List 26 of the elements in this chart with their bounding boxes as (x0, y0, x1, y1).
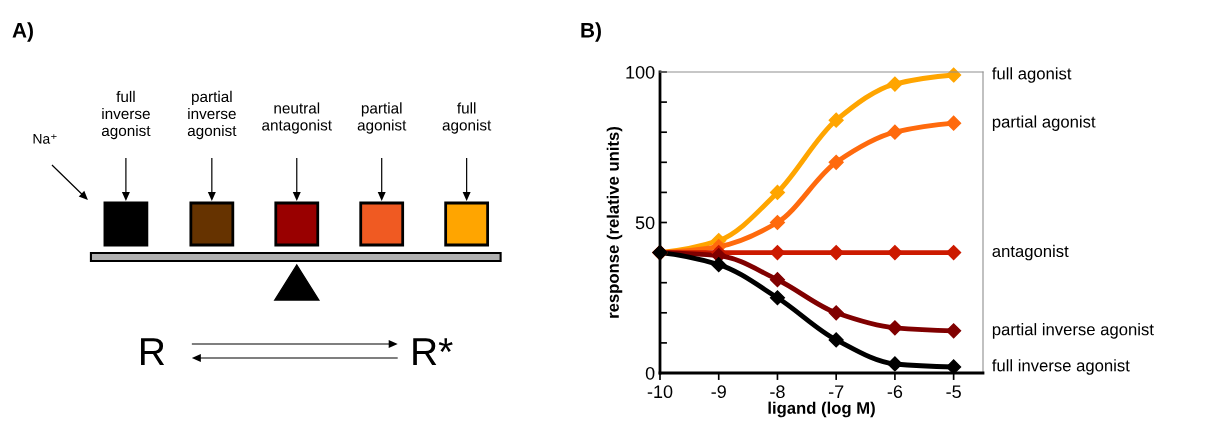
series-label: antagonist (992, 244, 1069, 261)
text: full agonist (442, 102, 492, 134)
x-tick-label: -5 (946, 385, 961, 399)
x-axis-title: ligand (log M) (768, 401, 875, 418)
x-tick-label: -10 (647, 385, 673, 399)
text: partial inverse agonist (187, 90, 237, 140)
x-tick-label: -9 (711, 385, 726, 399)
text: full inverse agonist (101, 90, 151, 140)
text: A) (12, 22, 33, 42)
y-tick-label: 100 (626, 65, 655, 79)
series-label: partial agonist (992, 115, 1096, 131)
series-label: full agonist (992, 67, 1072, 83)
text: Na⁺ (33, 134, 57, 144)
y-tick-label: 0 (645, 366, 655, 380)
legend-label: full inverse agonist (992, 359, 1130, 375)
text: R* (413, 338, 453, 366)
x-tick-label: -6 (887, 385, 903, 399)
x-tick-label: -7 (828, 385, 844, 398)
chart-title: B) (581, 22, 601, 42)
text: neutral antagonist (262, 102, 332, 134)
y-tick-label: 50 (635, 216, 655, 230)
text: R (141, 338, 165, 366)
x-tick-label: -8 (770, 385, 785, 399)
series-label: partial inverse agonist (992, 323, 1154, 339)
y-axis-title: response (relative units) (606, 127, 623, 318)
text: partial agonist (357, 102, 407, 134)
